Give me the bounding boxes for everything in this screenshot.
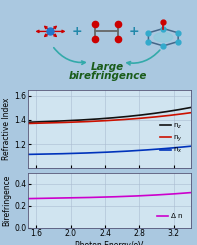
n$_x$ <box>27 153 29 156</box>
n$_y$ <box>175 113 177 116</box>
$\Delta$ n <box>126 195 129 198</box>
n$_z$ <box>26 121 29 124</box>
n$_z$ <box>27 121 29 124</box>
Legend: n$_z$, n$_y$, n$_x$: n$_z$, n$_y$, n$_x$ <box>157 119 186 158</box>
n$_x$ <box>124 150 126 153</box>
$\Delta$ n <box>175 192 177 195</box>
n$_y$ <box>124 118 126 121</box>
$\Delta$ n <box>164 193 167 196</box>
$\Delta$ n <box>124 195 126 198</box>
Y-axis label: Refractive Index: Refractive Index <box>2 98 11 160</box>
$\Delta$ n <box>27 197 29 200</box>
n$_x$ <box>26 153 29 156</box>
X-axis label: Photon Energy/eV: Photon Energy/eV <box>75 241 144 245</box>
Line: n$_y$: n$_y$ <box>28 113 191 123</box>
n$_z$ <box>123 115 125 118</box>
n$_y$ <box>27 122 29 125</box>
Text: +: + <box>71 25 82 38</box>
Y-axis label: Birefringence: Birefringence <box>2 175 11 226</box>
n$_x$ <box>190 145 192 148</box>
Text: Large: Large <box>91 62 124 72</box>
n$_z$ <box>126 115 129 118</box>
n$_z$ <box>190 106 192 109</box>
Text: birefringence: birefringence <box>69 71 147 81</box>
n$_z$ <box>164 110 167 113</box>
Legend: $\Delta$ n: $\Delta$ n <box>154 208 186 223</box>
n$_x$ <box>164 147 167 150</box>
Line: n$_z$: n$_z$ <box>28 107 191 122</box>
Line: $\Delta$ n: $\Delta$ n <box>28 193 191 199</box>
$\Delta$ n <box>190 191 192 194</box>
n$_y$ <box>123 118 125 121</box>
n$_z$ <box>175 109 177 112</box>
$\Delta$ n <box>26 197 29 200</box>
n$_x$ <box>126 150 129 153</box>
Text: +: + <box>129 25 139 38</box>
$\Delta$ n <box>123 195 125 198</box>
n$_x$ <box>123 150 125 153</box>
n$_y$ <box>164 114 167 117</box>
n$_y$ <box>126 118 129 121</box>
Circle shape <box>154 32 173 42</box>
n$_y$ <box>190 111 192 114</box>
n$_x$ <box>175 146 177 149</box>
Line: n$_x$: n$_x$ <box>28 146 191 154</box>
n$_z$ <box>124 115 126 118</box>
n$_y$ <box>26 122 29 125</box>
